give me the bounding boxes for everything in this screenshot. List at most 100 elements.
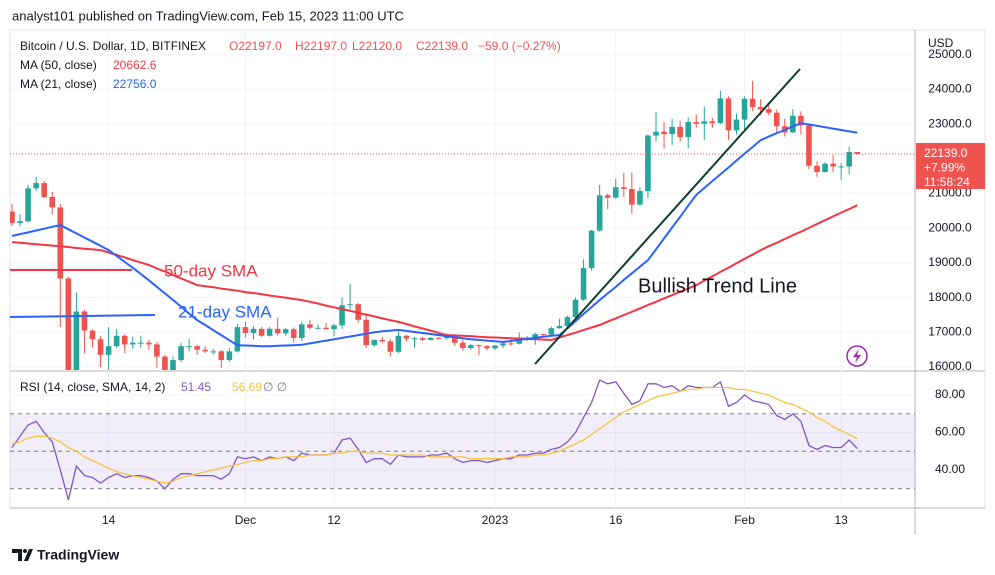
candle-body [419, 338, 426, 340]
candle-body [146, 342, 152, 345]
candle-body [178, 346, 184, 361]
currency-label[interactable]: USD [928, 36, 954, 50]
candle-body [468, 345, 474, 348]
x-tick-label: Dec [235, 513, 256, 527]
ohlc-change: −59.0 (−0.27%) [478, 39, 561, 53]
candle-body [186, 346, 192, 348]
ma-legend-value: 20662.6 [113, 58, 157, 72]
ma-legend-name: MA (50, close) [20, 58, 97, 72]
y-tick-label: 80.00 [935, 387, 965, 401]
candle-body [629, 188, 635, 205]
candle-body [339, 305, 345, 326]
y-tick-label: 16000.0 [928, 359, 972, 373]
candle-body [210, 351, 217, 353]
ohlc-low: L22120.0 [352, 39, 402, 53]
footer-logo: TradingView [12, 547, 119, 563]
rsi-legend-value: 51.45 [181, 380, 211, 394]
candle-body [508, 343, 514, 345]
candle-body [741, 98, 748, 120]
candle-body [725, 98, 732, 131]
candle-body [765, 109, 772, 113]
candle-body [57, 207, 64, 279]
candle-body [33, 183, 39, 189]
y-tick-label: 20000.0 [928, 220, 972, 234]
candle-body [612, 187, 619, 198]
candle-body [129, 342, 136, 345]
y-tick-label: 19000.0 [928, 255, 972, 269]
rsi-title: RSI (14, close, SMA, 14, 2) [20, 380, 165, 394]
rsi-legend: RSI (14, close, SMA, 14, 2) 51.45 56.69 … [20, 380, 287, 394]
candle-body [234, 327, 241, 352]
rsi-pane [10, 379, 915, 501]
candle-body [331, 325, 337, 330]
publisher-line: analyst101 published on TradingView.com,… [12, 8, 404, 23]
candle-body [379, 339, 386, 342]
price-tag-price: 22139.0 [924, 146, 968, 160]
candle-body [556, 326, 563, 329]
candle-body [532, 334, 539, 339]
candle-body [846, 151, 852, 167]
symbol-title: Bitcoin / U.S. Dollar, 1D, BITFINEX [20, 39, 206, 53]
candle-body [81, 311, 88, 331]
candle-body [371, 339, 378, 346]
rsi-line [11, 386, 858, 484]
x-tick-label: 16 [609, 513, 623, 527]
brand: TradingView [37, 547, 119, 563]
y-tick-label: 24000.0 [928, 82, 972, 96]
candle-body [806, 125, 812, 166]
na-icons: ∅ ∅ [263, 380, 287, 394]
candle-body [476, 345, 482, 347]
annotation: Bullish Trend Line [638, 275, 797, 297]
price-tag [916, 142, 985, 189]
candle-body [709, 121, 716, 124]
y-tick-label: 60.00 [935, 425, 965, 439]
candle-body [427, 337, 434, 340]
candle-body [685, 122, 691, 137]
candle-body [10, 211, 15, 224]
candle-body [41, 183, 47, 197]
candle-body [621, 187, 627, 189]
candle-body [266, 328, 273, 336]
candle-body [307, 324, 313, 328]
candle-body [460, 342, 466, 348]
candle-body [798, 115, 804, 126]
candle-body [395, 335, 402, 352]
candle-body [274, 328, 281, 334]
candle-body [451, 335, 458, 343]
candle-body [403, 335, 410, 339]
candle-body [105, 346, 112, 355]
candle-body [89, 330, 96, 340]
candle-body [572, 299, 579, 318]
x-tick-label: Feb [734, 513, 755, 527]
candle-body [564, 317, 571, 327]
ma-line [11, 204, 858, 341]
x-tick-label: 13 [834, 513, 848, 527]
annotation: 21-day SMA [178, 302, 272, 321]
candle-body [701, 121, 708, 124]
candle-body [154, 344, 160, 357]
candle-body [604, 195, 611, 198]
candle-body [596, 195, 603, 231]
candle-body [411, 338, 418, 340]
candle-body [218, 351, 225, 361]
logo-mark [12, 549, 33, 561]
candle-body [661, 131, 667, 135]
candle-body [315, 327, 321, 329]
candle-body [838, 166, 844, 168]
event-icon[interactable] [846, 345, 868, 367]
candle-body [282, 329, 289, 334]
x-tick-label: 14 [102, 513, 116, 527]
y-tick-label: 25000.0 [928, 47, 972, 61]
price-legend: Bitcoin / U.S. Dollar, 1D, BITFINEX O221… [20, 39, 561, 91]
candle-body [733, 119, 740, 131]
candle-body [435, 337, 442, 339]
trend-line [534, 68, 801, 365]
y-tick-label: 17000.0 [928, 324, 972, 338]
candle-body [588, 230, 595, 269]
x-tick-label: 2023 [482, 513, 509, 527]
rsi-line [11, 379, 858, 501]
ohlc-open: O22197.0 [229, 39, 282, 53]
